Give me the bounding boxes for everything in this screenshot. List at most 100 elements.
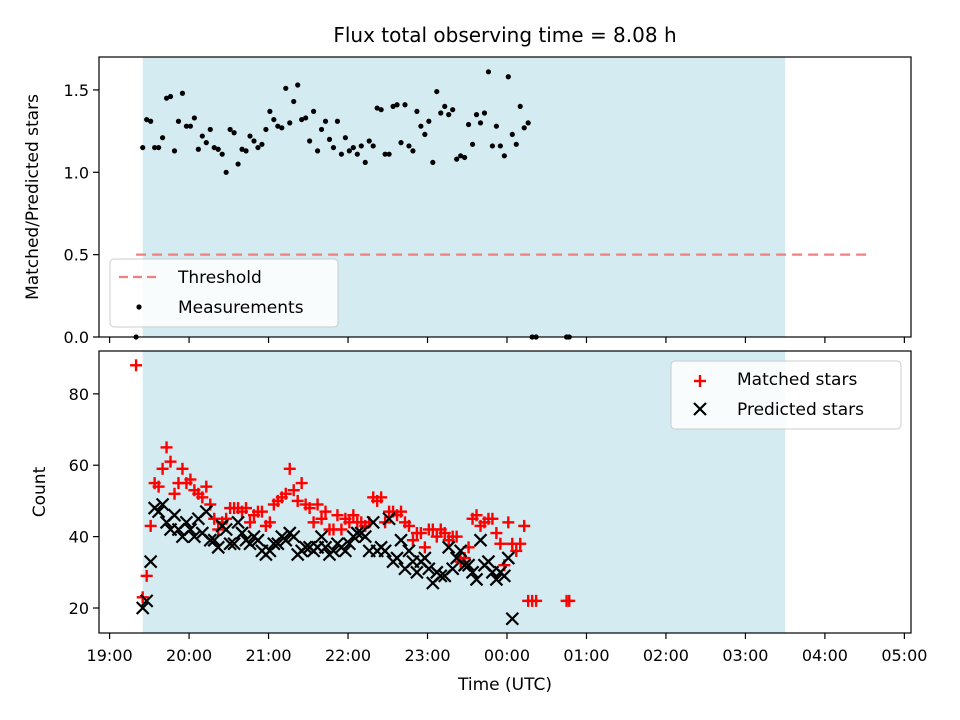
measurement-point [287,120,293,126]
measurement-point [318,126,325,133]
matched-star-marker [450,530,463,543]
matched-star-marker [402,519,415,532]
measurement-point [307,138,313,144]
matched-star-marker [291,494,304,507]
measurement-point [398,140,404,146]
x-tick-label: 03:00 [722,646,768,665]
measurement-point [430,159,436,166]
matched-star-marker [196,491,209,504]
measurement-point [414,108,420,114]
measurement-point [330,144,337,151]
measurement-point [382,151,388,157]
matched-star-marker [263,516,276,529]
measurement-point [481,110,488,116]
measurement-point [295,82,301,88]
matched-star-marker [347,509,360,522]
matched-star-markers [130,359,576,607]
predicted-star-marker [390,551,404,565]
matched-star-marker [140,569,153,582]
top-y-ticks: 0.0 0.5 1.0 1.5 [64,81,99,347]
bottom-y-axis-label: Count [30,466,50,517]
measurement-point [322,118,329,124]
matched-star-marker [406,534,419,547]
measurement-point [283,85,289,91]
measurement-point [509,131,515,138]
predicted-star-marker [243,536,257,551]
matched-star-marker [430,530,443,543]
predicted-star-marker [481,554,496,569]
measurement-point [442,103,448,110]
predicted-star-marker [382,511,396,526]
measurement-point [446,112,452,118]
x-tick-label: 21:00 [245,646,291,665]
matched-star-marker [152,480,165,493]
matched-star-marker [184,473,197,486]
x-axis-label: Time (UTC) [457,675,552,695]
measurement-point [386,151,392,157]
predicted-star-marker [183,522,198,537]
measurement-point [267,108,273,114]
top-y-tick-label: 1.5 [64,81,89,100]
matched-star-marker [240,502,253,515]
matched-star-marker [502,516,515,529]
predicted-star-marker [465,565,480,580]
measurement-point [358,143,364,149]
measurement-point [326,136,333,142]
measurement-point [275,123,281,129]
predicted-star-marker [167,508,182,522]
matched-star-marker [470,509,483,522]
measurement-point [227,126,233,133]
measurement-point [175,118,182,124]
matched-star-marker [176,462,189,475]
predicted-star-marker [286,529,301,544]
predicted-star-marker [441,540,456,555]
bottom-panel: 20 40 60 80 19:00 20:00 21:00 22:00 23:00 00:00 0… [30,350,927,695]
legend-matched-swatch [694,375,706,387]
measurement-point [489,143,496,149]
predicted-star-marker [139,594,154,608]
predicted-star-markers [135,497,520,626]
bottom-y-tick-label: 40 [69,528,89,547]
measurement-point [370,143,376,149]
matched-star-marker [295,477,308,490]
top-y-axis-label: Matched/Predicted stars [23,94,43,300]
measurement-point [159,135,166,141]
legend-predicted-swatch [693,402,707,416]
x-tick-label: 04:00 [802,646,848,665]
x-tick-label: 22:00 [325,646,371,665]
measurement-point [450,107,456,113]
measurement-point [497,143,503,149]
predicted-star-marker [505,611,520,626]
measurement-point [473,112,480,118]
predicted-star-marker [223,536,237,551]
measurement-point [183,123,190,129]
predicted-star-marker [445,561,460,576]
matched-star-marker [418,541,431,554]
measurement-point [195,146,201,152]
matched-star-marker [144,519,157,532]
x-tick-label: 01:00 [563,646,609,665]
bottom-legend-box [670,360,902,430]
measurement-point [191,115,197,121]
predicted-star-marker [143,554,158,569]
measurement-point [291,98,297,105]
measurement-point [251,138,257,144]
measurement-point [148,118,154,124]
matched-star-marker [331,509,344,522]
matched-star-marker [319,505,332,518]
matched-star-marker [494,537,507,550]
legend-measurements-swatch [136,304,142,310]
predicted-star-marker [151,504,166,519]
top-x-ticks [108,337,905,343]
predicted-star-marker [298,540,313,555]
measurement-point [458,153,464,159]
measurement-point [517,103,523,110]
top-plot-frame [98,56,912,338]
matched-star-marker [168,487,181,500]
matched-star-marker [164,455,177,468]
predicted-star-marker [378,544,392,558]
measurement-point [310,108,317,114]
predicted-star-marker [314,529,329,544]
predicted-star-marker [410,565,424,580]
